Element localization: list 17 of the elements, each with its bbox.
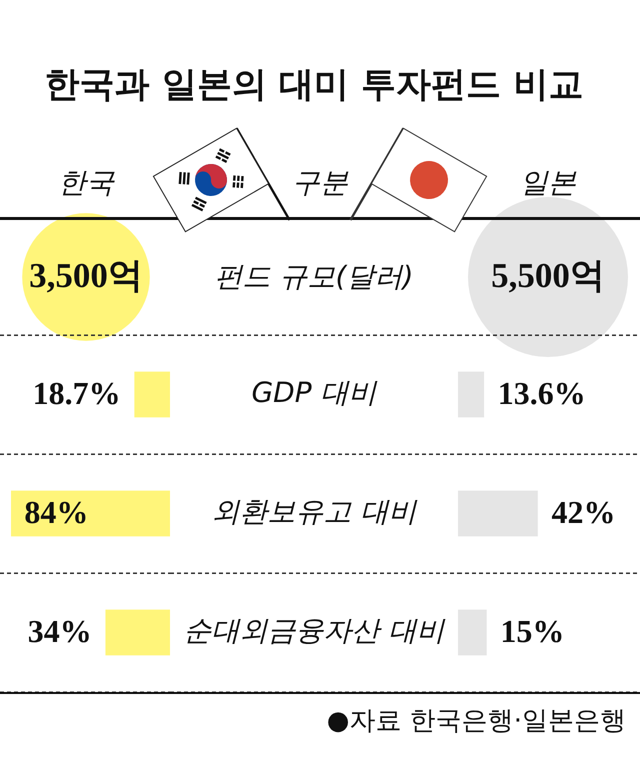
category-label: 한국	[58, 166, 114, 200]
data-label: 34%	[28, 612, 92, 649]
data-label: 42%	[552, 494, 616, 530]
text: ●자료 한국은행·일본은행	[326, 706, 626, 736]
text: 구분	[292, 166, 348, 200]
data-label: 3,500억	[29, 256, 143, 296]
text: 펀드 규모(달러)	[214, 260, 414, 294]
data-label: 18.7%	[32, 374, 121, 411]
text: 한국과 일본의 대미 투자펀드 비교	[44, 64, 584, 107]
y-tick-label: 순대외금융자산 대비	[184, 614, 446, 647]
y-tick-label: GDP 대비	[251, 376, 379, 409]
category-label: 일본	[520, 166, 576, 200]
data-label: 84%	[24, 494, 88, 530]
data-label: 15%	[500, 612, 564, 649]
data-label: 13.6%	[498, 374, 586, 411]
data-label: 5,500억	[491, 256, 605, 296]
y-tick-label: 외환보유고 대비	[212, 494, 418, 528]
